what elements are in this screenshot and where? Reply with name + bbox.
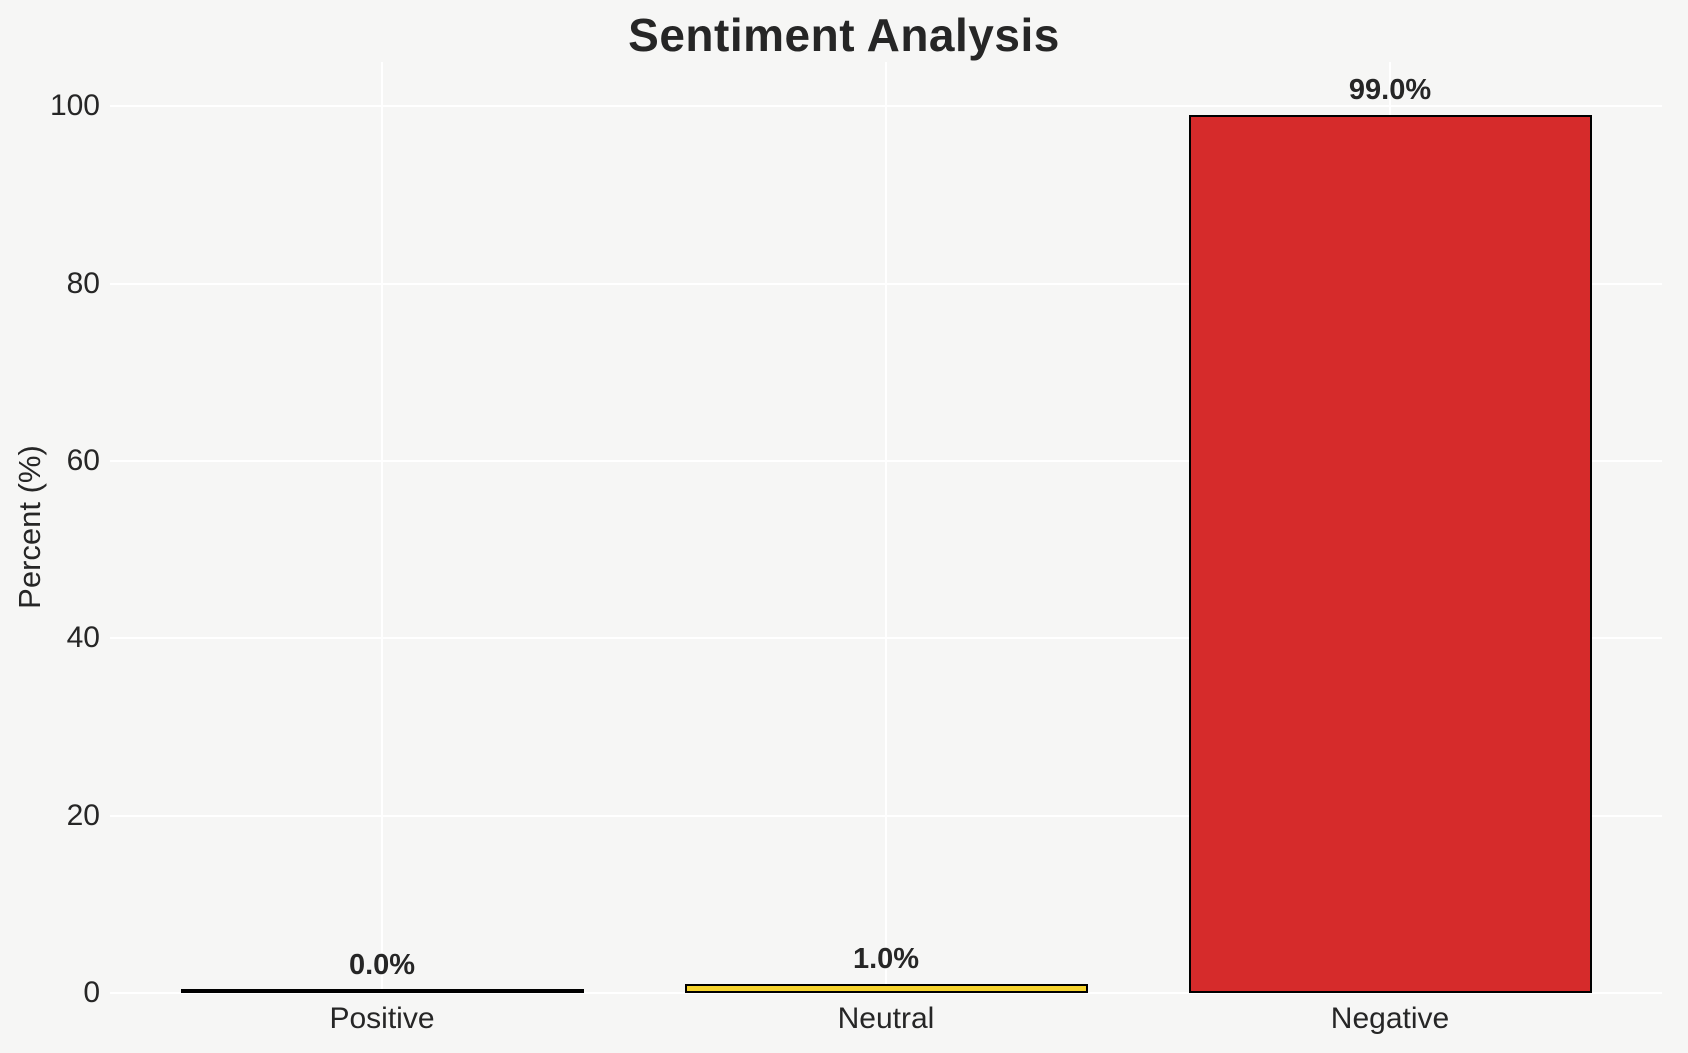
x-gridline (381, 62, 383, 993)
y-tick-label: 40 (66, 621, 100, 654)
y-tick-label: 60 (66, 444, 100, 477)
chart-title: Sentiment Analysis (628, 9, 1060, 61)
y-tick-label: 80 (66, 267, 100, 300)
x-tick-label-negative: Negative (1330, 1002, 1450, 1035)
bar-negative (1188, 115, 1592, 993)
x-tick-label-neutral: Neutral (837, 1002, 935, 1035)
bar-positive (180, 989, 584, 993)
bar-neutral (684, 984, 1088, 993)
x-tick-label-positive: Positive (329, 1002, 435, 1035)
y-tick-label: 20 (66, 799, 100, 832)
bar-value-label: 99.0% (1348, 74, 1432, 106)
y-tick-label: 100 (49, 89, 100, 122)
bar-value-label: 0.0% (348, 949, 416, 981)
x-gridline (885, 62, 887, 993)
y-tick-label: 0 (83, 976, 100, 1009)
plot-area: 0.0% 1.0% 99.0% (110, 62, 1662, 994)
y-gridline (110, 992, 1662, 994)
bar-value-label: 1.0% (852, 943, 920, 975)
